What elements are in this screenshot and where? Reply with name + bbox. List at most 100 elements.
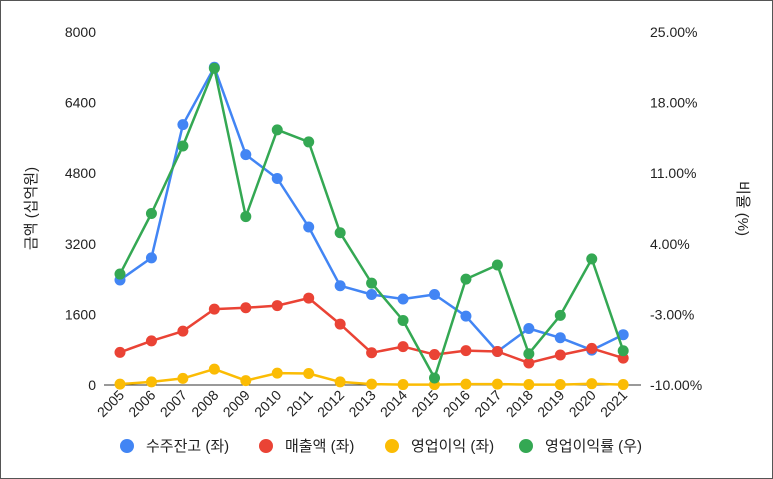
data-point bbox=[177, 119, 189, 131]
legend-label: 수주잔고 (좌) bbox=[146, 438, 229, 455]
data-point bbox=[145, 335, 157, 347]
data-point bbox=[271, 367, 283, 379]
y-right-tick-label: 11.00% bbox=[650, 165, 696, 181]
data-point bbox=[460, 273, 472, 285]
data-point bbox=[240, 211, 252, 223]
data-point bbox=[366, 289, 378, 301]
data-point bbox=[397, 293, 409, 305]
x-tick-label: 2013 bbox=[345, 387, 378, 420]
x-tick-label: 2012 bbox=[314, 387, 347, 420]
data-point bbox=[303, 292, 315, 304]
data-point bbox=[460, 378, 472, 390]
data-point bbox=[177, 372, 189, 384]
y-left-tick-label: 0 bbox=[88, 377, 96, 393]
series-layer bbox=[114, 61, 629, 391]
data-point bbox=[491, 259, 503, 271]
x-tick-label: 2014 bbox=[377, 387, 410, 420]
data-point bbox=[554, 309, 566, 321]
data-point bbox=[240, 149, 252, 161]
labels-layer: 0 1600 3200 4800 6400 8000 -10.00% -3.00% 4.00% 1… bbox=[23, 24, 751, 420]
y-left-tick-label: 3200 bbox=[65, 236, 96, 252]
x-tick-label: 2017 bbox=[471, 387, 504, 420]
legend-marker bbox=[385, 439, 399, 453]
legend-label: 매출액 (좌) bbox=[285, 438, 354, 455]
data-point bbox=[208, 303, 220, 315]
y-right-axis-title: 비율 (%) bbox=[734, 181, 751, 236]
data-point bbox=[586, 378, 598, 390]
data-point bbox=[271, 172, 283, 184]
data-point bbox=[397, 341, 409, 353]
data-point bbox=[491, 378, 503, 390]
data-point bbox=[617, 329, 629, 341]
data-point bbox=[208, 62, 220, 74]
x-tick-label: 2021 bbox=[597, 387, 630, 420]
data-point bbox=[429, 349, 440, 361]
data-point bbox=[114, 378, 126, 390]
data-point bbox=[429, 372, 440, 384]
data-point bbox=[271, 300, 283, 312]
legend-label: 영업이익 (좌) bbox=[411, 438, 494, 455]
x-tick-label: 2011 bbox=[283, 387, 316, 420]
data-point bbox=[617, 379, 629, 391]
data-point bbox=[271, 124, 283, 136]
data-point bbox=[208, 363, 220, 375]
y-left-axis-title: 금액 (십억원) bbox=[23, 167, 40, 250]
data-point bbox=[334, 280, 346, 292]
y-left-tick-label: 6400 bbox=[65, 95, 96, 111]
x-tick-label: 2016 bbox=[440, 387, 473, 420]
x-tick-label: 2006 bbox=[125, 387, 158, 420]
x-tick-label: 2008 bbox=[188, 387, 221, 420]
data-point bbox=[303, 136, 315, 148]
y-right-tick-label: 18.00% bbox=[650, 95, 697, 111]
data-point bbox=[366, 277, 378, 289]
data-point bbox=[554, 332, 566, 344]
y-left-tick-label: 4800 bbox=[65, 165, 96, 181]
data-point bbox=[586, 253, 598, 265]
y-right-tick-label: -10.00% bbox=[650, 377, 702, 393]
y-right-tick-label: -3.00% bbox=[650, 306, 694, 322]
data-point bbox=[366, 378, 378, 390]
data-point bbox=[491, 345, 503, 357]
x-tick-label: 2010 bbox=[251, 387, 284, 420]
data-point bbox=[240, 302, 252, 314]
y-left-tick-label: 1600 bbox=[65, 306, 96, 322]
data-point bbox=[429, 289, 440, 301]
legend-label: 영업이익률 (우) bbox=[545, 438, 642, 455]
data-point bbox=[554, 349, 566, 361]
data-point bbox=[177, 325, 189, 337]
data-point bbox=[145, 208, 157, 220]
data-point bbox=[397, 379, 409, 391]
data-point bbox=[145, 376, 157, 388]
data-point bbox=[523, 379, 535, 391]
legend-marker bbox=[519, 439, 533, 453]
data-point bbox=[303, 368, 315, 380]
data-point bbox=[334, 376, 346, 388]
data-point bbox=[334, 227, 346, 239]
x-tick-label: 2019 bbox=[534, 387, 567, 420]
data-point bbox=[460, 310, 472, 322]
data-point bbox=[617, 345, 629, 357]
x-tick-label: 2009 bbox=[220, 387, 253, 420]
data-point bbox=[334, 318, 346, 330]
legend-marker bbox=[259, 439, 273, 453]
data-point bbox=[554, 379, 566, 391]
x-tick-label: 2007 bbox=[157, 387, 190, 420]
data-point bbox=[523, 348, 535, 360]
data-point bbox=[523, 357, 535, 369]
y-right-tick-label: 25.00% bbox=[650, 24, 697, 40]
series-line bbox=[118, 67, 625, 380]
series-line bbox=[119, 66, 624, 353]
data-point bbox=[397, 314, 409, 326]
x-tick-label: 2015 bbox=[408, 387, 441, 420]
data-point bbox=[145, 252, 157, 264]
data-point bbox=[586, 342, 598, 354]
x-tick-label: 2018 bbox=[503, 387, 536, 420]
data-point bbox=[460, 345, 472, 357]
data-point bbox=[240, 375, 252, 387]
x-tick-label: 2005 bbox=[94, 387, 127, 420]
data-point bbox=[366, 347, 378, 359]
legend-marker bbox=[120, 439, 134, 453]
y-left-tick-label: 8000 bbox=[65, 24, 96, 40]
